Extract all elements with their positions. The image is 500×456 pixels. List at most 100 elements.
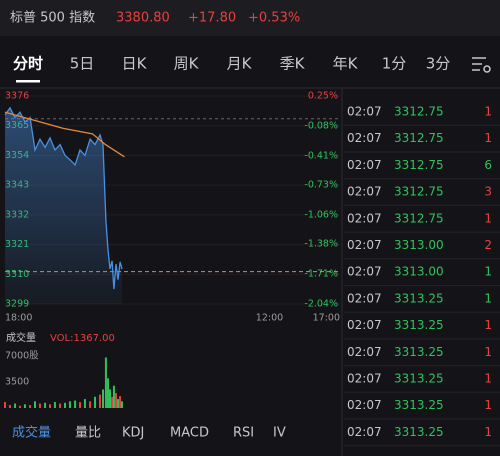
trade-time: 02:07 (347, 158, 382, 172)
tab[interactable]: 日K (122, 55, 148, 73)
volume-bar (64, 402, 67, 408)
y2-tick-label: -1.38% (304, 239, 338, 250)
volume-bar (79, 402, 82, 408)
trade-volume: 1 (484, 345, 492, 359)
volume-bar (112, 385, 115, 408)
tab[interactable]: 周K (174, 55, 200, 73)
volume-bar (120, 401, 123, 408)
index-price: 3380.80 (116, 11, 170, 26)
volume-bar (104, 357, 107, 408)
trade-time: 02:07 (347, 131, 382, 145)
price-chart: 337633653354334333323321331032990.25%-0.… (4, 91, 340, 324)
trade-volume: 2 (484, 238, 492, 252)
y2-tick-label: -0.08% (304, 120, 338, 131)
y-tick-label: 3376 (5, 91, 29, 102)
volume-bar (53, 402, 56, 408)
average-line (4, 111, 125, 158)
indicator-tab[interactable]: MACD (170, 426, 209, 441)
tab[interactable]: 年K (333, 55, 359, 73)
trade-price: 3313.00 (394, 238, 444, 252)
trade-price: 3312.75 (394, 158, 444, 172)
y2-tick-label: -0.41% (304, 150, 338, 161)
volume-bar (19, 405, 22, 408)
volume-bar (111, 396, 114, 408)
tab[interactable]: 分时 (13, 55, 43, 73)
indicator-tab[interactable]: 成交量 (12, 425, 51, 441)
volume-bar (68, 401, 71, 408)
volume-chart: 成交量 VOL:1367.00 7000股 3500 (4, 331, 123, 408)
index-change-pct: +0.53% (248, 11, 300, 26)
trade-volume: 1 (484, 211, 492, 225)
trade-time: 02:07 (347, 372, 382, 386)
y2-tick-label: -2.04% (304, 299, 338, 310)
x-tick-label: 17:00 (313, 313, 340, 324)
trade-list: 02:07 3312.75 1 02:07 3312.75 1 02:07 3312.75 6 0… (344, 105, 500, 447)
trade-time: 02:07 (347, 105, 382, 119)
settings-icon[interactable] (472, 57, 491, 73)
price-area (5, 107, 122, 305)
volume-bar (102, 389, 105, 408)
trade-time: 02:07 (347, 185, 382, 199)
volume-bar (44, 402, 47, 408)
indicator-tab[interactable]: IV (273, 426, 286, 441)
trade-price: 3313.25 (394, 345, 444, 359)
volume-bar (38, 403, 41, 408)
index-change: +17.80 (188, 11, 236, 26)
volume-bar (4, 402, 6, 408)
trade-price: 3313.25 (394, 425, 444, 439)
trade-time: 02:07 (347, 265, 382, 279)
volume-bar (29, 405, 32, 408)
y2-tick-label: 0.25% (308, 91, 338, 102)
trade-price: 3313.25 (394, 372, 444, 386)
trade-time: 02:07 (347, 425, 382, 439)
volume-bar (117, 399, 120, 408)
indicator-tab[interactable]: RSI (233, 426, 254, 441)
volume-bar (59, 403, 62, 408)
volume-bar (8, 405, 11, 408)
trade-time: 02:07 (347, 318, 382, 332)
trade-price: 3312.75 (394, 131, 444, 145)
x-tick-label: 18:00 (5, 313, 32, 324)
volume-bar (89, 401, 92, 408)
volume-title: 成交量 (6, 331, 36, 344)
volume-bar (98, 394, 101, 408)
trade-time: 02:07 (347, 238, 382, 252)
trade-time: 02:07 (347, 291, 382, 305)
period-tabs: 分时 5日 日K 周K 月K 季K 年K 1分 3分 (13, 55, 450, 83)
volume-bar (49, 404, 52, 408)
y-tick-label: 7000股 (5, 351, 39, 362)
volume-bar (119, 396, 122, 408)
tab[interactable]: 季K (280, 55, 306, 73)
trade-price: 3313.25 (394, 398, 444, 412)
trade-price: 3313.00 (394, 265, 444, 279)
y-tick-label: 3500 (5, 377, 29, 388)
y2-tick-label: -1.06% (304, 209, 338, 220)
trade-price: 3312.75 (394, 185, 444, 199)
volume-bar (34, 401, 37, 408)
volume-bar (106, 378, 109, 408)
volume-subtitle: VOL:1367.00 (50, 333, 115, 344)
tab[interactable]: 月K (227, 55, 253, 73)
indicator-tab[interactable]: 量比 (75, 426, 101, 441)
tab-underline (16, 80, 40, 83)
volume-bar (23, 404, 26, 408)
tab[interactable]: 3分 (426, 55, 451, 73)
trade-time: 02:07 (347, 211, 382, 225)
y2-tick-label: -1.71% (304, 269, 338, 280)
trade-time: 02:07 (347, 345, 382, 359)
header-bar (0, 0, 500, 36)
trade-price: 3313.25 (394, 318, 444, 332)
tab[interactable]: 1分 (382, 55, 407, 73)
trade-price: 3313.25 (394, 291, 444, 305)
trade-volume: 1 (484, 265, 492, 279)
trade-volume: 1 (484, 105, 492, 119)
indicator-tab[interactable]: KDJ (122, 426, 144, 441)
trade-volume: 1 (484, 425, 492, 439)
trade-volume: 1 (484, 291, 492, 305)
tab[interactable]: 5日 (70, 55, 95, 73)
trade-volume: 1 (484, 131, 492, 145)
trade-volume: 6 (484, 158, 492, 172)
volume-bar (74, 400, 77, 408)
